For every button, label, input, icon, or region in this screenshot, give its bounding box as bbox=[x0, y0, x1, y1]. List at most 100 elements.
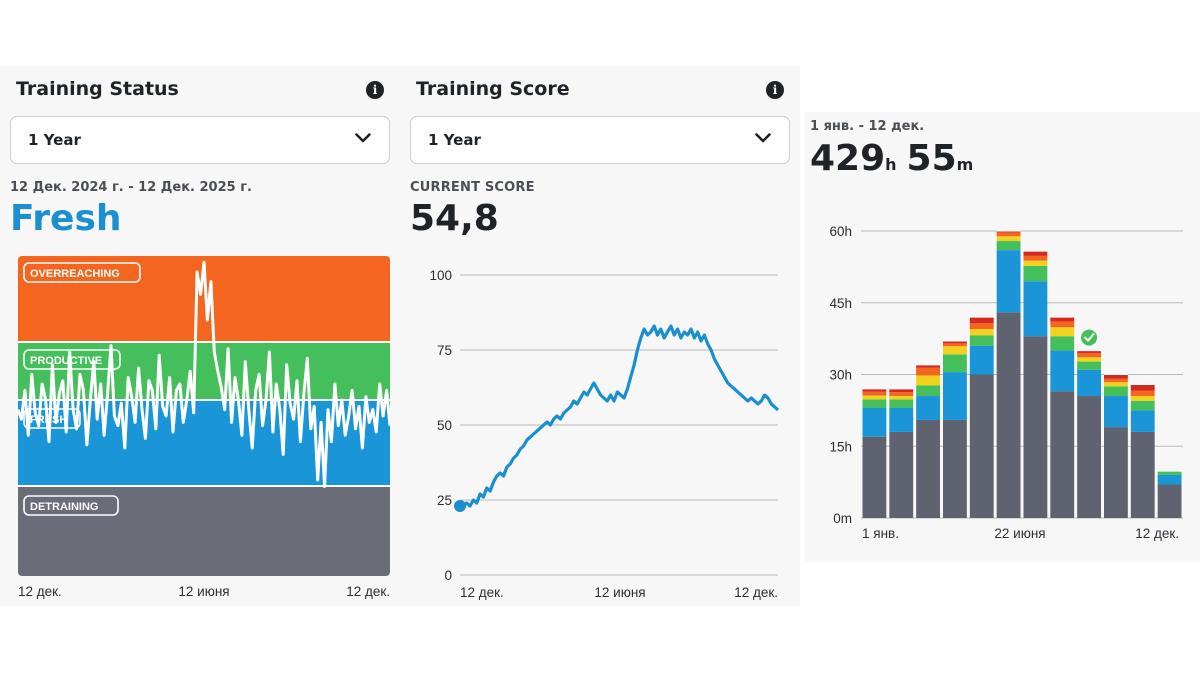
bar-segment-orange bbox=[1023, 255, 1048, 261]
bar-segment-base bbox=[1023, 336, 1048, 518]
bar-segment-base bbox=[1077, 396, 1101, 518]
bar-segment-red bbox=[1023, 251, 1048, 256]
bar-segment-blue bbox=[1157, 474, 1182, 485]
bar-segment-yellow bbox=[1077, 357, 1101, 362]
bar-segment-orange bbox=[943, 343, 967, 347]
bar-segment-blue bbox=[916, 396, 940, 420]
bar-segment-orange bbox=[916, 367, 940, 376]
period-select[interactable]: 1 Year bbox=[10, 116, 390, 164]
bar-segment-red bbox=[943, 341, 967, 344]
x-tick-label: 12 дек. bbox=[460, 585, 504, 600]
bar-segment-base bbox=[996, 312, 1021, 518]
training-score-title: Training Score bbox=[416, 78, 570, 100]
bar-segment-blue bbox=[889, 407, 914, 432]
bar-segment-yellow bbox=[996, 236, 1021, 242]
bar-segment-base bbox=[916, 419, 940, 518]
bar-segment-orange bbox=[1077, 352, 1101, 358]
bar-segment-green bbox=[969, 335, 994, 346]
bar-segment-green bbox=[996, 241, 1021, 251]
current-score-value: 54,8 bbox=[410, 198, 499, 239]
status-series-line bbox=[18, 260, 390, 488]
y-tick-label: 75 bbox=[437, 343, 452, 358]
info-icon[interactable]: i bbox=[366, 81, 384, 99]
bar-segment-red bbox=[1050, 317, 1075, 322]
bar-segment-base bbox=[862, 436, 887, 518]
info-icon[interactable]: i bbox=[766, 81, 784, 99]
total-hours: 429 bbox=[810, 138, 886, 179]
hours-unit: h bbox=[885, 155, 897, 174]
bar-segment-red bbox=[1104, 374, 1128, 379]
period-select-value: 1 Year bbox=[28, 131, 81, 149]
x-tick-label: 12 дек. bbox=[734, 585, 778, 600]
bar-segment-yellow bbox=[1023, 260, 1048, 266]
y-tick-label: 50 bbox=[437, 418, 452, 433]
score-series-line bbox=[460, 324, 780, 508]
bar-segment-orange bbox=[862, 391, 887, 396]
y-tick-label: 45h bbox=[829, 296, 852, 311]
bar-segment-orange bbox=[1130, 390, 1155, 397]
zone-label-productive: PRODUCTIVE bbox=[23, 349, 121, 370]
period-select-value: 1 Year bbox=[428, 131, 481, 149]
hours-bar-chart: 0m 15h 30h 45h 60h 1 янв. 22 июня 12 дек. bbox=[829, 224, 1183, 541]
period-select[interactable]: 1 Year bbox=[410, 116, 790, 164]
hours-date-range: 1 янв. - 12 дек. bbox=[810, 119, 925, 134]
x-tick-label: 1 янв. bbox=[862, 526, 899, 541]
bar-segment-orange bbox=[1050, 321, 1075, 328]
bar-segment-blue bbox=[862, 407, 887, 437]
y-tick-label: 25 bbox=[437, 493, 452, 508]
bar-segment-blue bbox=[1050, 350, 1075, 392]
bar-segment-green bbox=[862, 399, 887, 408]
status-chart: OVERREACHING PRODUCTIVE FRESH DETRAINING… bbox=[18, 256, 390, 599]
score-start-point bbox=[454, 500, 466, 512]
zone-label-text: DETRAINING bbox=[30, 501, 98, 513]
bar-segment-orange bbox=[969, 323, 994, 330]
y-tick-label: 0m bbox=[833, 511, 852, 526]
bar-segment-red bbox=[862, 388, 887, 392]
chevron-down-icon bbox=[755, 133, 771, 143]
x-tick-label: 22 июня bbox=[994, 526, 1045, 541]
score-chart: 0 25 50 75 100 12 дек. 12 июня 12 дек. bbox=[429, 268, 780, 600]
total-minutes: 55 bbox=[906, 138, 957, 179]
bar-segment-base bbox=[1157, 484, 1182, 518]
bar-segment-orange bbox=[889, 392, 914, 397]
bar-segment-red bbox=[889, 388, 914, 393]
bar-segment-yellow bbox=[969, 329, 994, 336]
bar-segment-green bbox=[943, 354, 967, 373]
bar-segment-base bbox=[969, 374, 994, 518]
bar-segment-base bbox=[889, 431, 914, 518]
training-status-panel: Training Status i 1 Year 12 Дек. 2024 г.… bbox=[0, 66, 400, 606]
bar-segment-red bbox=[916, 364, 940, 368]
bar-segment-yellow bbox=[889, 396, 914, 400]
bar-segment-orange bbox=[996, 232, 1021, 237]
bar-segment-blue bbox=[1104, 396, 1128, 428]
bar-segment-yellow bbox=[916, 375, 940, 386]
bar-segment-green bbox=[1130, 400, 1155, 411]
bar-segment-orange bbox=[1104, 378, 1128, 383]
zone-label-text: OVERREACHING bbox=[30, 268, 120, 280]
y-tick-label: 15h bbox=[829, 439, 852, 454]
bar-segment-yellow bbox=[1050, 327, 1075, 337]
bar-segment-blue bbox=[943, 372, 967, 420]
bar-segment-green bbox=[916, 385, 940, 397]
bar-segment-blue bbox=[1023, 281, 1048, 337]
y-tick-label: 60h bbox=[829, 224, 852, 239]
training-status-title: Training Status bbox=[16, 78, 179, 100]
bar-segment-blue bbox=[996, 250, 1021, 313]
bar-segment-red bbox=[969, 317, 994, 324]
bar-segment-green bbox=[1157, 471, 1182, 475]
bar-segment-blue bbox=[969, 345, 994, 375]
total-duration: 429h 55m bbox=[810, 138, 983, 179]
bar-segment-blue bbox=[1130, 410, 1155, 432]
bar-segment-green bbox=[1023, 265, 1048, 282]
bar-segment-base bbox=[943, 419, 967, 518]
y-tick-label: 0 bbox=[444, 568, 452, 583]
bar-segment-yellow bbox=[1130, 396, 1155, 401]
training-score-panel: Training Score i 1 Year CURRENT SCORE 54… bbox=[400, 66, 800, 606]
minutes-unit: m bbox=[956, 155, 974, 174]
x-tick-label: 12 дек. bbox=[18, 584, 62, 599]
bar-segment-yellow bbox=[943, 346, 967, 355]
zone-label-fresh: FRESH bbox=[23, 408, 81, 429]
x-tick-label: 12 дек. bbox=[1135, 526, 1179, 541]
current-score-label: CURRENT SCORE bbox=[410, 180, 535, 195]
x-tick-label: 12 июня bbox=[178, 584, 229, 599]
